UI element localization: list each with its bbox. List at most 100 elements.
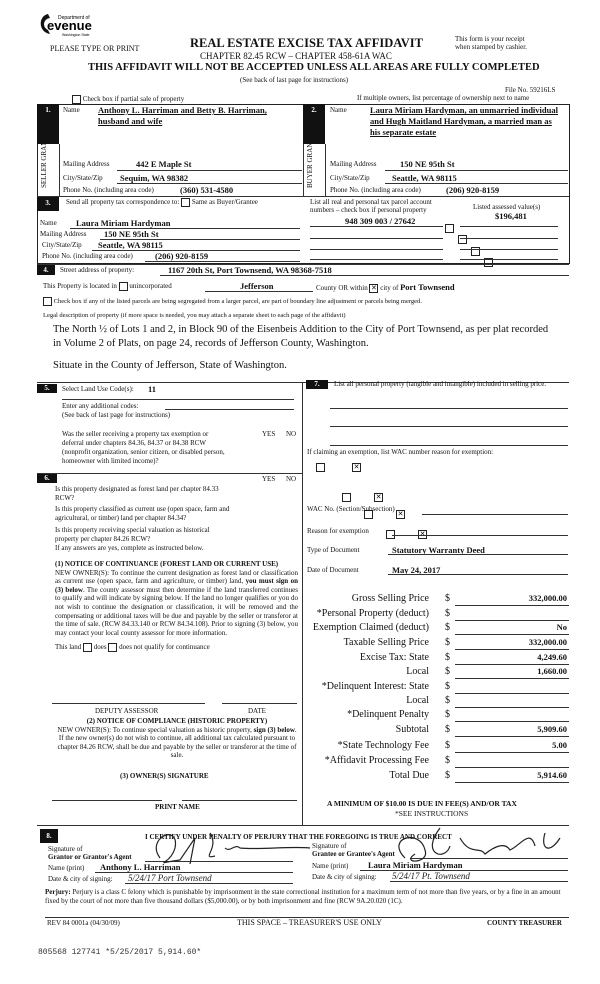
- county[interactable]: Jefferson: [240, 281, 274, 291]
- value-underline: [455, 736, 569, 737]
- county-treasurer-label: COUNTY TREASURER: [487, 919, 562, 927]
- county-or-label: County OR within: [316, 284, 368, 292]
- receipt-note: when stamped by cashier.: [455, 43, 527, 51]
- current-use-no-checkbox[interactable]: ✕: [396, 509, 405, 519]
- currency-sign: $: [445, 724, 450, 735]
- notice1-text-2: . The county assessor must then determin…: [55, 585, 298, 637]
- property-street[interactable]: 1167 20th St, Port Townsend, WA 98368-75…: [168, 265, 332, 275]
- s3-phone[interactable]: (206) 920-8159: [155, 251, 209, 261]
- this-land-label: This land: [55, 643, 82, 652]
- city: Port Townsend: [400, 282, 455, 292]
- seller-phone[interactable]: (360) 531-4580: [180, 185, 234, 195]
- financial-label: *Delinquent Interest: State: [321, 681, 429, 692]
- partial-sale-checkbox[interactable]: [72, 95, 81, 104]
- exemption-no-checkbox[interactable]: ✕: [352, 462, 361, 472]
- s3-name-label: Name: [40, 219, 57, 227]
- forest-no-checkbox[interactable]: ✕: [374, 492, 383, 502]
- seller-mailing[interactable]: 442 E Maple St: [136, 159, 192, 169]
- historic-yes-checkbox[interactable]: [386, 529, 395, 539]
- q-line: property per chapter 84.26 RCW?: [55, 535, 151, 543]
- segregated-checkbox[interactable]: [43, 297, 52, 306]
- land-use-code[interactable]: 11: [148, 384, 157, 394]
- buyer-name-2[interactable]: and Hugh Maitland Hardyman, a married ma…: [370, 116, 552, 126]
- q-line: RCW?: [55, 494, 75, 502]
- personal-property-checkbox[interactable]: [484, 257, 493, 267]
- grantee-name[interactable]: Laura Miriam Hardyman: [368, 860, 463, 870]
- exemption-yes-checkbox[interactable]: [316, 462, 325, 472]
- seller-city[interactable]: Sequim, WA 98382: [120, 173, 189, 183]
- financial-label: Taxable Selling Price: [343, 637, 429, 648]
- currency-sign: $: [445, 666, 450, 677]
- personal-property-checkbox[interactable]: [471, 246, 480, 256]
- owner-signature-label: (3) OWNER(S) SIGNATURE: [120, 772, 209, 780]
- s3-mailing-label: Mailing Address: [40, 230, 87, 238]
- q-line: Is this property receiving special valua…: [55, 526, 210, 534]
- s3-city[interactable]: Seattle, WA 98115: [98, 240, 163, 250]
- financial-value[interactable]: 5.00: [552, 740, 567, 750]
- perjury-text: Perjury is a class C felony which is pun…: [45, 888, 561, 905]
- current-use-yes-checkbox[interactable]: [364, 509, 373, 519]
- unincorporated-checkbox[interactable]: [118, 282, 128, 291]
- exemption-label: If claiming an exemption, list WAC numbe…: [307, 448, 494, 456]
- does-not-checkbox[interactable]: [108, 643, 118, 653]
- currency-sign: $: [445, 637, 450, 648]
- doc-date-label: Date of Document: [307, 566, 359, 574]
- doc-type[interactable]: Statutory Warranty Deed: [392, 545, 485, 555]
- section-7-number: 7.: [306, 380, 328, 389]
- personal-property-checkbox[interactable]: [445, 223, 454, 233]
- revision-code: REV 84 0001a (04/30/09): [47, 919, 120, 927]
- assessed-value[interactable]: $196,481: [495, 211, 527, 221]
- section-6-number: 6.: [37, 474, 57, 483]
- no-header: NO: [286, 475, 297, 483]
- parcel-number[interactable]: 948 309 003 / 27642: [345, 216, 416, 226]
- grantee-date-label: Date & city of signing:: [312, 873, 377, 881]
- financial-row: Total Due $5,914.60: [303, 770, 569, 784]
- multiple-owners-note: If multiple owners, list percentage of o…: [357, 94, 530, 102]
- treasurer-use-label: THIS SPACE – TREASURER'S USE ONLY: [237, 918, 382, 927]
- personal-property-checkbox[interactable]: [458, 234, 467, 244]
- financial-value[interactable]: 4,249.60: [537, 652, 567, 662]
- buyer-city[interactable]: Seattle, WA 98115: [392, 173, 457, 183]
- within-city-checkbox[interactable]: ✕: [369, 283, 379, 293]
- financial-value[interactable]: 332,000.00: [528, 593, 567, 603]
- current-use-question: Is this property classified as current u…: [55, 505, 229, 523]
- seller-name[interactable]: Anthony L. Harriman and Betty B. Harrima…: [98, 105, 267, 115]
- buyer-mailing[interactable]: 150 NE 95th St: [400, 159, 455, 169]
- s3-name[interactable]: Laura Miriam Hardyman: [76, 218, 171, 228]
- does-checkbox[interactable]: [83, 643, 92, 653]
- financial-value[interactable]: 332,000.00: [528, 637, 567, 647]
- q-line: Is this property classified as current u…: [55, 505, 230, 513]
- no-header: NO: [286, 430, 297, 438]
- value-underline: [455, 649, 569, 650]
- seller-name-2[interactable]: husband and wife: [98, 116, 163, 126]
- value-underline: [455, 664, 569, 665]
- notice-continuance: (1) NOTICE OF CONTINUANCE (FOREST LAND O…: [55, 560, 298, 653]
- forest-yes-checkbox[interactable]: [342, 492, 351, 502]
- notice-compliance: (2) NOTICE OF COMPLIANCE (HISTORIC PROPE…: [57, 717, 297, 760]
- q-line: agricultural, or timber) land per chapte…: [55, 514, 187, 522]
- financial-value[interactable]: No: [556, 622, 567, 632]
- financial-value[interactable]: 5,909.60: [537, 724, 567, 734]
- buyer-name[interactable]: Laura Miriam Hardyman, an unmarried indi…: [370, 105, 558, 115]
- q-line: deferral under chapters 84.36, 84.37 or …: [62, 439, 207, 447]
- financial-value[interactable]: 5,914.60: [537, 770, 567, 780]
- currency-sign: $: [445, 709, 450, 720]
- doc-date[interactable]: May 24, 2017: [392, 565, 441, 575]
- seller-name-label: Name: [63, 106, 80, 114]
- svg-text:evenue: evenue: [47, 18, 92, 33]
- grantee-name-label: Name (print): [312, 862, 349, 870]
- historic-no-checkbox[interactable]: ✕: [418, 529, 427, 539]
- financial-row: *Personal Property (deduct) $: [303, 608, 569, 622]
- date-label: DATE: [248, 707, 266, 715]
- buyer-name-3[interactable]: his separate estate: [370, 127, 437, 137]
- same-as-buyer-checkbox[interactable]: [181, 198, 191, 207]
- s3-mailing[interactable]: 150 NE 95th St: [104, 229, 159, 239]
- section-5-number: 5.: [37, 384, 57, 393]
- financial-label: Subtotal: [395, 724, 429, 735]
- section-3-number: 3.: [37, 197, 59, 211]
- grantor-name[interactable]: Anthony L. Harriman: [100, 862, 181, 872]
- financial-value[interactable]: 1,660.00: [537, 666, 567, 676]
- see-instructions: *SEE INSTRUCTIONS: [395, 809, 469, 818]
- continuance-line: This land does does not qualify for cont…: [55, 643, 298, 653]
- buyer-phone[interactable]: (206) 920-8159: [446, 185, 500, 195]
